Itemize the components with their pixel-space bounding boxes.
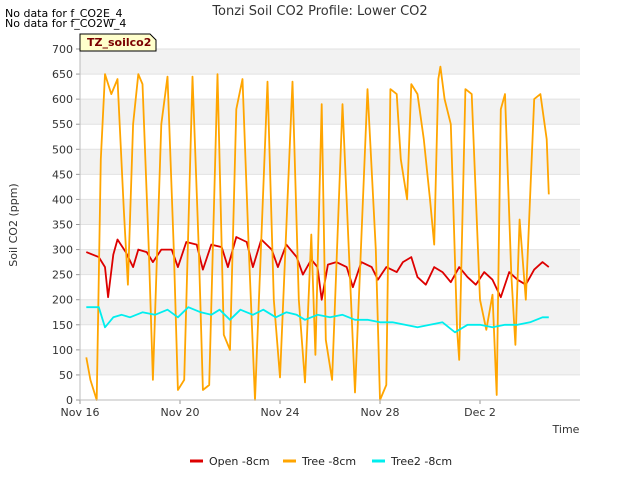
legend-label: Tree -8cm <box>301 455 356 468</box>
y-tick-label: 200 <box>52 294 73 307</box>
grid-band <box>80 49 580 75</box>
x-tick-label: Nov 28 <box>361 406 400 419</box>
y-tick-label: 550 <box>52 118 73 131</box>
no-data-note: No data for f_CO2W_4 <box>5 17 127 30</box>
y-tick-label: 600 <box>52 93 73 106</box>
grid-band <box>80 224 580 250</box>
y-tick-label: 150 <box>52 319 73 332</box>
y-axis-label: Soil CO2 (ppm) <box>7 183 20 266</box>
y-tick-label: 250 <box>52 269 73 282</box>
y-tick-label: 350 <box>52 219 73 232</box>
y-tick-label: 300 <box>52 244 73 257</box>
y-tick-label: 0 <box>66 394 73 407</box>
grid-band <box>80 174 580 200</box>
grid-band <box>80 149 580 175</box>
series-lines <box>85 65 550 401</box>
x-axis-ticks: Nov 16 Nov 20 Nov 24 Nov 28 Dec 2 <box>61 400 496 419</box>
y-tick-label: 450 <box>52 168 73 181</box>
site-badge-label: TZ_soilco2 <box>87 36 151 49</box>
grid-bands <box>80 48 580 400</box>
y-tick-label: 500 <box>52 143 73 156</box>
series-line <box>85 65 550 401</box>
x-axis-label: Time <box>552 423 580 436</box>
x-tick-label: Nov 20 <box>161 406 200 419</box>
y-tick-label: 50 <box>59 369 73 382</box>
no-data-note: No data for f_CO2E_4 <box>5 7 123 20</box>
legend-label: Open -8cm <box>209 455 270 468</box>
x-tick-label: Dec 2 <box>464 406 496 419</box>
legend-label: Tree2 -8cm <box>390 455 452 468</box>
series-line <box>86 306 549 334</box>
chart-title: Tonzi Soil CO2 Profile: Lower CO2 <box>211 4 427 19</box>
grid-band <box>80 249 580 275</box>
y-tick-label: 650 <box>52 68 73 81</box>
grid-band <box>80 199 580 225</box>
site-badge: TZ_soilco2 <box>79 33 157 52</box>
y-tick-label: 100 <box>52 344 73 357</box>
grid-band <box>80 124 580 150</box>
series-line <box>85 236 550 301</box>
grid-band <box>80 374 580 400</box>
legend: Open -8cm Tree -8cm Tree2 -8cm <box>190 455 452 468</box>
x-tick-label: Nov 24 <box>261 406 300 419</box>
y-tick-label: 400 <box>52 193 73 206</box>
y-tick-label: 700 <box>52 43 73 56</box>
x-tick-label: Nov 16 <box>61 406 100 419</box>
grid-band <box>80 74 580 100</box>
y-axis-ticks: 0 50 100 150 200 250 300 350 400 450 500 550 600 650 7… <box>52 43 80 407</box>
